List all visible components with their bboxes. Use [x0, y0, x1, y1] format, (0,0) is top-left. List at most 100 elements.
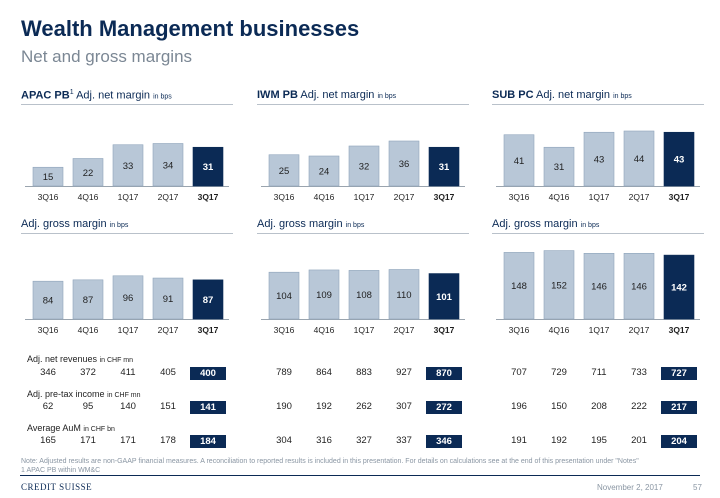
bar-1q17: [112, 144, 144, 187]
data-label: 96: [123, 293, 134, 304]
table-cell: 346: [426, 435, 462, 448]
x-tick-label: 1Q17: [589, 192, 610, 202]
x-tick-label: 3Q17: [669, 192, 690, 202]
table-cell: 151: [160, 401, 176, 412]
x-tick-label: 3Q17: [669, 325, 690, 335]
data-label: 41: [514, 156, 525, 167]
x-tick-label: 3Q17: [198, 325, 219, 335]
x-tick-label: 3Q17: [198, 192, 219, 202]
x-tick-label: 1Q17: [118, 325, 139, 335]
bar-1q17: [583, 252, 615, 320]
bar-3q16: [503, 252, 535, 320]
x-tick-label: 4Q16: [78, 192, 99, 202]
table-cell: 208: [591, 401, 607, 412]
table-cell: 405: [160, 367, 176, 378]
x-tick-label: 4Q16: [549, 192, 570, 202]
x-tick-label: 3Q16: [274, 192, 295, 202]
data-label: 43: [674, 155, 685, 166]
table-cell: 217: [661, 401, 697, 414]
x-tick-label: 1Q17: [118, 192, 139, 202]
table-cell: 150: [551, 401, 567, 412]
table-cell: 195: [591, 435, 607, 446]
bar-4q16: [72, 158, 104, 187]
bar-3q17: [663, 254, 695, 320]
apac-gross-margin-chart: 84 3Q16 87 4Q16 96 1Q17 91 2Q17 87 3Q17: [25, 275, 229, 335]
divider: [21, 104, 233, 105]
table-cell: 400: [190, 367, 226, 380]
x-tick-label: 2Q17: [394, 192, 415, 202]
table-cell: 62: [42, 401, 54, 412]
table-cell: 411: [120, 367, 136, 378]
table-cell: 304: [276, 435, 292, 446]
table-cell: 883: [356, 367, 372, 378]
page-subtitle: Net and gross margins: [21, 47, 193, 66]
data-label: 110: [396, 290, 411, 301]
data-label: 148: [511, 281, 527, 292]
table-cell: 262: [356, 401, 372, 412]
bar-3q17: [663, 131, 695, 187]
bar-3q16: [268, 271, 300, 320]
data-label: 15: [43, 172, 54, 183]
table-cell: 95: [82, 401, 94, 412]
data-label: 25: [279, 166, 290, 177]
data-label: 101: [436, 292, 453, 303]
x-tick-label: 3Q16: [38, 192, 59, 202]
x-tick-label: 2Q17: [158, 192, 179, 202]
data-label: 36: [399, 159, 410, 170]
table-cell: 733: [631, 367, 647, 378]
apac-net-margin-chart: 15 3Q16 22 4Q16 33 1Q17 34 2Q17 31 3Q17: [25, 143, 229, 202]
table-cell: 141: [190, 401, 226, 414]
bar-3q17: [192, 146, 224, 187]
footnote-apac: 1 APAC PB within WM&C: [21, 467, 101, 474]
table-cell: 727: [661, 367, 697, 380]
x-tick-label: 1Q17: [589, 325, 610, 335]
data-label: 33: [123, 161, 134, 172]
divider: [21, 233, 233, 234]
credit-suisse-logo: CREDIT SUISSE: [21, 482, 93, 492]
bar-1q17: [112, 275, 144, 320]
bar-3q16: [268, 154, 300, 187]
footer-divider: [20, 475, 700, 476]
table-cell: 192: [316, 401, 332, 412]
data-label: 104: [276, 291, 292, 302]
data-label: 84: [43, 296, 54, 307]
section-header-sub-gross: Adj. gross margin in bps: [492, 218, 600, 230]
page-number: 57: [693, 483, 702, 492]
table-cell: 222: [631, 401, 647, 412]
bar-2q17: [623, 130, 655, 187]
x-tick-label: 1Q17: [354, 192, 375, 202]
section-header-apac-net: APAC PB1 Adj. net margin in bps: [21, 89, 172, 102]
sub-gross-margin-chart: 148 3Q16 152 4Q16 146 1Q17 146 2Q17 142 3Q17: [496, 250, 700, 335]
x-tick-label: 1Q17: [354, 325, 375, 335]
bar-4q16: [308, 269, 340, 320]
x-tick-label: 2Q17: [158, 325, 179, 335]
bar-3q17: [428, 273, 460, 320]
bar-4q16: [308, 155, 340, 187]
data-label: 87: [83, 295, 94, 306]
table-cell: 140: [120, 401, 136, 412]
section-header-sub-net: SUB PC Adj. net margin in bps: [492, 89, 632, 101]
page-title: Wealth Management businesses: [21, 16, 360, 41]
bar-4q16: [72, 279, 104, 320]
divider: [492, 104, 704, 105]
sub-net-margin-chart: 41 3Q16 31 4Q16 43 1Q17 44 2Q17 43 3Q17: [496, 130, 700, 202]
bar-3q16: [503, 134, 535, 187]
bar-1q17: [583, 131, 615, 187]
table-cell: 272: [426, 401, 462, 414]
bar-2q17: [623, 252, 655, 320]
bar-3q16: [32, 166, 64, 187]
section-header-apac-gross: Adj. gross margin in bps: [21, 218, 129, 230]
section-header-iwm-net: IWM PB Adj. net margin in bps: [257, 89, 397, 101]
x-tick-label: 2Q17: [394, 325, 415, 335]
table-cell: 307: [396, 401, 412, 412]
table-cell: 204: [661, 435, 697, 448]
bar-1q17: [348, 270, 380, 320]
x-tick-label: 2Q17: [629, 325, 650, 335]
bar-3q17: [428, 146, 460, 187]
table-cell: 789: [276, 367, 292, 378]
table-cell: 729: [551, 367, 567, 378]
iwm-gross-margin-chart: 104 3Q16 109 4Q16 108 1Q17 110 2Q17 101 3Q17: [261, 269, 465, 335]
divider: [492, 233, 704, 234]
data-label: 31: [203, 162, 214, 173]
bar-2q17: [388, 140, 420, 187]
